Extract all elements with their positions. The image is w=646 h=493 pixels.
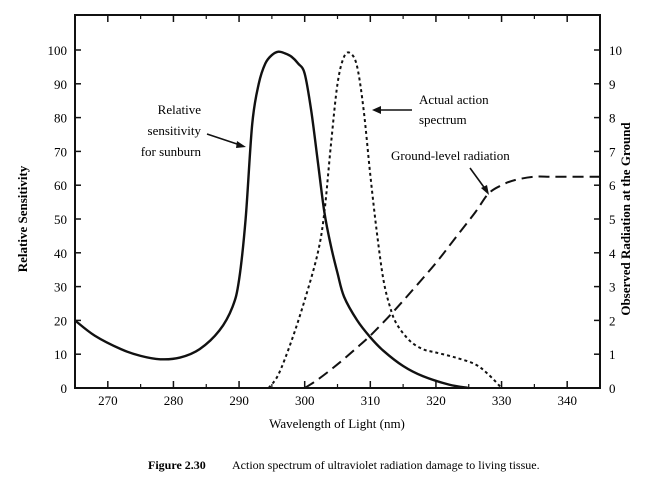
y2-tick-label: 6: [609, 178, 616, 193]
y2-tick-label: 2: [609, 313, 616, 328]
y2-axis-label: Observed Radiation at the Ground: [618, 122, 633, 316]
y-tick-label: 90: [54, 77, 67, 92]
sunburn-label-line2: sensitivity: [148, 123, 202, 138]
sunburn-label-line1: Relative: [158, 102, 202, 117]
sunburn-label-line3: for sunburn: [141, 144, 202, 159]
action-arrowhead: [372, 106, 381, 114]
x-tick-label: 270: [98, 393, 118, 408]
y2-tick-label: 7: [609, 144, 616, 159]
y2-tick-label: 3: [609, 280, 616, 295]
ground-arrow: [469, 167, 487, 191]
annotations: Relative sensitivity for sunburn Actual …: [141, 92, 510, 195]
y-tick-label: 20: [54, 313, 67, 328]
y-tick-label: 40: [54, 246, 67, 261]
x-tick-label: 310: [361, 393, 381, 408]
action-label-line2: spectrum: [419, 112, 467, 127]
y-tick-label: 0: [61, 381, 68, 396]
x-tick-label: 320: [426, 393, 446, 408]
x-tick-label: 340: [557, 393, 577, 408]
series-solid-line: [74, 50, 469, 390]
x-tick-label: 290: [229, 393, 249, 408]
y2-tick-label: 1: [609, 347, 616, 362]
y2-tick-label: 4: [609, 246, 616, 261]
x-axis-label: Wavelength of Light (nm): [269, 416, 405, 431]
x-tick-label: 280: [164, 393, 184, 408]
series-dotted-line: [267, 51, 503, 389]
caption-label: Figure 2.30: [148, 458, 206, 472]
series-dashed-line: [304, 175, 600, 389]
y2-tick-label: 9: [609, 77, 616, 92]
y2-tick-label: 0: [609, 381, 616, 396]
y-tick-label: 30: [54, 280, 67, 295]
y-tick-label: 60: [54, 178, 67, 193]
y-tick-label: 50: [54, 212, 67, 227]
y-axis-label: Relative Sensitivity: [15, 165, 30, 272]
axes: 270 280 290 300 310 320 330 3400102030405060708…: [48, 14, 622, 408]
y-tick-label: 100: [48, 43, 68, 58]
action-label-line1: Actual action: [419, 92, 489, 107]
y-tick-label: 10: [54, 347, 67, 362]
x-tick-label: 330: [492, 393, 512, 408]
y-tick-label: 80: [54, 111, 67, 126]
ground-label: Ground-level radiation: [391, 148, 510, 163]
y2-tick-label: 5: [609, 212, 616, 227]
y2-tick-label: 10: [609, 43, 622, 58]
y2-tick-label: 8: [609, 111, 616, 126]
x-tick-label: 300: [295, 393, 315, 408]
y-tick-label: 70: [54, 144, 67, 159]
caption-text: Action spectrum of ultraviolet radiation…: [232, 458, 540, 472]
sunburn-arrowhead: [236, 141, 246, 148]
plot-frame: [74, 14, 601, 389]
ground-arrowhead: [481, 185, 489, 195]
curves: [74, 50, 600, 390]
